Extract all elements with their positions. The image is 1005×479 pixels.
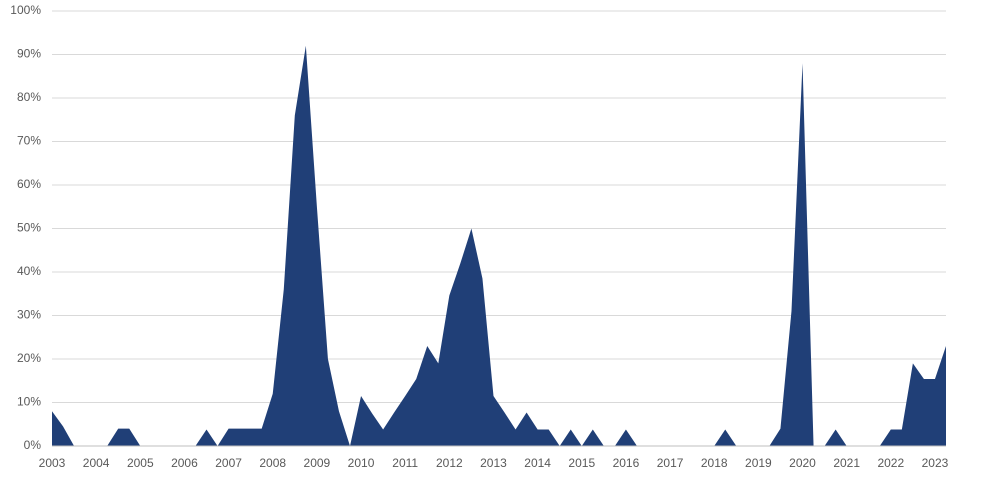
x-tick-label: 2005 bbox=[127, 456, 154, 470]
y-tick-label: 90% bbox=[17, 47, 41, 61]
x-tick-label: 2010 bbox=[348, 456, 375, 470]
area bbox=[52, 45, 946, 447]
x-tick-label: 2017 bbox=[657, 456, 684, 470]
x-tick-label: 2022 bbox=[877, 456, 904, 470]
x-tick-label: 2003 bbox=[39, 456, 66, 470]
x-tick-label: 2006 bbox=[171, 456, 198, 470]
x-tick-label: 2007 bbox=[215, 456, 242, 470]
x-tick-label: 2018 bbox=[701, 456, 728, 470]
x-tick-label: 2016 bbox=[613, 456, 640, 470]
x-tick-label: 2019 bbox=[745, 456, 772, 470]
y-tick-label: 50% bbox=[17, 221, 41, 235]
y-tick-label: 100% bbox=[10, 3, 41, 17]
x-tick-label: 2012 bbox=[436, 456, 463, 470]
x-tick-label: 2004 bbox=[83, 456, 110, 470]
x-tick-label: 2023 bbox=[922, 456, 949, 470]
x-tick-label: 2014 bbox=[524, 456, 551, 470]
x-tick-label: 2013 bbox=[480, 456, 507, 470]
y-tick-label: 0% bbox=[24, 438, 42, 452]
y-tick-label: 60% bbox=[17, 177, 41, 191]
y-tick-label: 10% bbox=[17, 395, 41, 409]
y-tick-label: 40% bbox=[17, 264, 41, 278]
x-tick-label: 2020 bbox=[789, 456, 816, 470]
x-tick-label: 2008 bbox=[259, 456, 286, 470]
x-tick-label: 2009 bbox=[304, 456, 331, 470]
x-tick-label: 2011 bbox=[392, 456, 418, 470]
y-tick-label: 80% bbox=[17, 90, 41, 104]
x-tick-label: 2015 bbox=[568, 456, 595, 470]
y-tick-label: 70% bbox=[17, 134, 41, 148]
y-tick-label: 30% bbox=[17, 308, 41, 322]
y-tick-label: 20% bbox=[17, 351, 41, 365]
x-tick-label: 2021 bbox=[833, 456, 860, 470]
